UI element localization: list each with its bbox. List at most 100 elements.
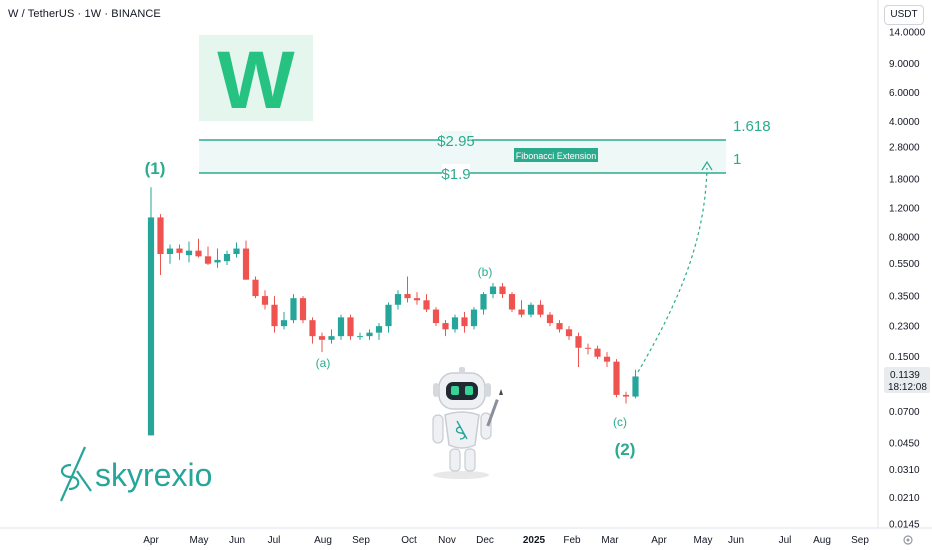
fib-level-high: 1.618: [733, 118, 771, 135]
candle: [252, 276, 259, 299]
time-tick-label: Aug: [314, 535, 332, 546]
candle: [233, 242, 240, 258]
candle-body-up: [375, 326, 383, 333]
candle-body-down: [575, 336, 582, 348]
price-tick-label: 0.0145: [889, 520, 920, 531]
robot-mascot-illustration: [432, 367, 503, 479]
candle-body-down: [413, 298, 421, 301]
wave-a-label: (a): [316, 356, 331, 370]
price-tick-label: 0.0310: [889, 465, 920, 476]
candle-body-down: [613, 361, 620, 395]
candle-body-down: [404, 294, 411, 299]
candle-body-down: [537, 304, 544, 315]
candle-body-down: [261, 296, 269, 305]
time-tick-label: Jul: [268, 535, 281, 546]
time-tick-label: Aug: [813, 535, 831, 546]
candle: [185, 241, 193, 263]
candle: [176, 244, 183, 260]
time-tick-label: Feb: [563, 535, 581, 546]
time-axis[interactable]: Apr May Jun Jul Aug Sep Oct Nov Dec 2025 Feb Mar Apr…: [143, 535, 869, 546]
candle: [584, 343, 592, 355]
time-tick-label: 2025: [523, 535, 546, 546]
candle-body-up: [290, 298, 297, 321]
candle: [527, 302, 535, 318]
candle-body-down: [318, 336, 326, 340]
candle: [223, 250, 231, 266]
time-tick-label: Nov: [438, 535, 456, 546]
candle-body-up: [470, 309, 478, 327]
candle: [214, 248, 221, 268]
candle-body-down: [423, 300, 430, 310]
candle: [432, 307, 440, 327]
candle-body-up: [328, 336, 335, 340]
target-low-bg: [442, 164, 470, 182]
candle: [318, 332, 326, 353]
token-logo-letter: W: [217, 35, 295, 126]
candle-body-down: [508, 294, 516, 310]
candle-body-down: [309, 320, 316, 337]
time-tick-label: Jun: [229, 535, 245, 546]
price-tick-label: 0.3500: [889, 292, 920, 303]
candle-body-up: [166, 248, 174, 255]
current-price-value: 0.1139: [890, 370, 920, 381]
current-price-countdown: 18:12:08: [888, 382, 927, 393]
brand-logo-icon: [59, 446, 92, 502]
time-tick-label: Apr: [143, 535, 159, 546]
time-tick-label: Apr: [651, 535, 667, 546]
candle: [413, 292, 421, 305]
candle: [537, 300, 544, 318]
candle: [556, 320, 563, 333]
candle-body-down: [242, 248, 250, 280]
price-tick-label: 9.0000: [889, 59, 920, 70]
candle: [166, 244, 174, 264]
candle-body-up: [385, 304, 392, 327]
candle-body-down: [157, 217, 164, 255]
brand-name: skyrexio: [95, 457, 213, 493]
candle-body-up: [356, 336, 364, 338]
candle: [242, 240, 250, 280]
projection-arrowhead: [701, 160, 713, 171]
candle: [603, 352, 611, 367]
price-tick-label: 1.2000: [889, 203, 920, 214]
candle: [480, 292, 487, 315]
candle-body-up: [337, 317, 345, 337]
candle: [489, 283, 497, 299]
candle-body-down: [252, 279, 259, 297]
candle: [337, 314, 345, 340]
price-tick-label: 0.5500: [889, 259, 920, 270]
candle-body-up: [366, 332, 373, 337]
candle: [508, 292, 516, 313]
wave-c-label: (c): [613, 415, 627, 429]
candle: [575, 332, 582, 367]
price-tick-label: 6.0000: [889, 88, 920, 99]
candle-body-down: [442, 323, 449, 330]
target-high-bg: [440, 131, 472, 149]
candle-body-up: [489, 286, 497, 295]
fib-level-low: 1: [733, 151, 741, 168]
wave-2-label: (2): [615, 440, 636, 459]
time-tick-label: May: [694, 535, 713, 546]
candle: [309, 317, 316, 344]
candle: [195, 238, 202, 258]
fib-tag-bg: [514, 148, 598, 162]
time-tick-label: Jun: [728, 535, 744, 546]
candle: [299, 296, 307, 324]
price-axis[interactable]: 14.0000 9.0000 6.0000 4.0000 2.8000 1.8000 1.2…: [889, 28, 926, 531]
candle: [147, 187, 155, 436]
time-tick-label: Dec: [476, 535, 494, 546]
candle-body-down: [432, 309, 440, 324]
candle-body-up: [185, 250, 193, 256]
candle: [157, 214, 164, 275]
price-tick-label: 0.2300: [889, 322, 920, 333]
candle-body-up: [632, 376, 639, 397]
candle-body-down: [204, 256, 212, 264]
candle: [280, 312, 288, 330]
candle: [518, 300, 525, 318]
currency-badge[interactable]: USDT: [884, 5, 924, 25]
price-tick-label: 0.0210: [889, 493, 920, 504]
candle-body-up: [280, 320, 288, 327]
candle-body-down: [195, 250, 202, 257]
candle-body-down: [546, 314, 554, 324]
settings-icon[interactable]: [903, 535, 913, 545]
